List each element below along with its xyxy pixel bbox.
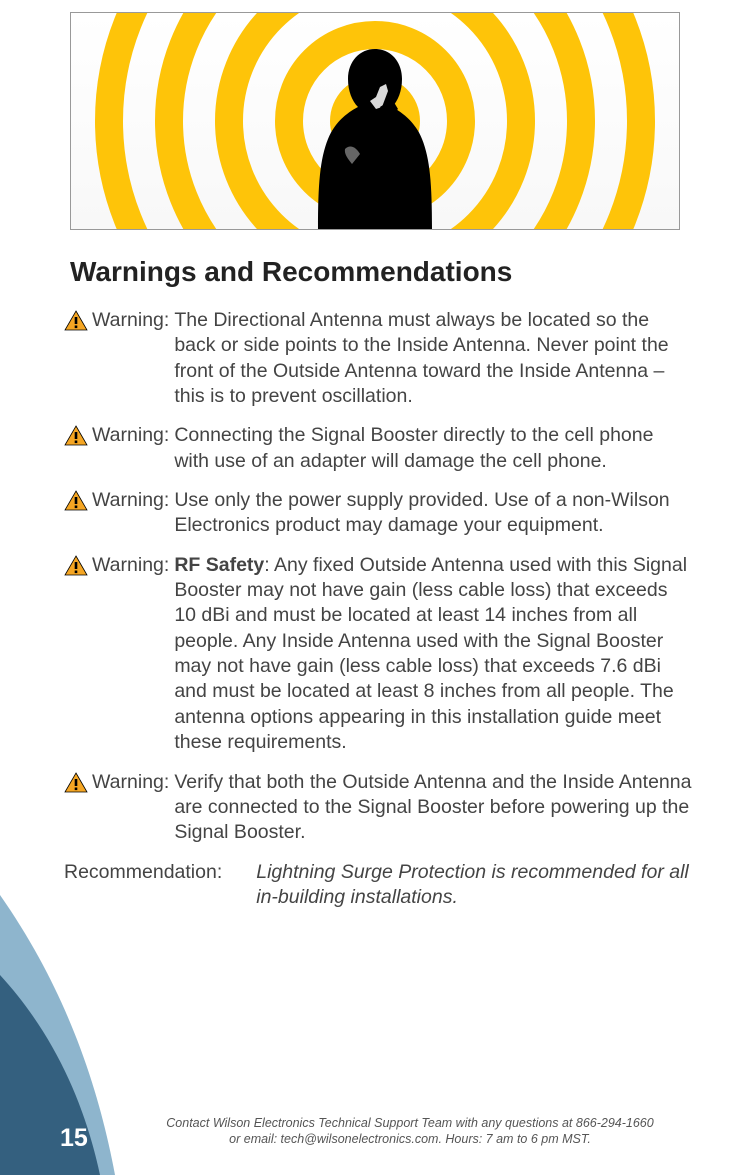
hero-image [70,12,680,230]
warning-item: Warning: Use only the power supply provi… [64,488,692,539]
warning-label: Warning: [92,423,169,448]
person-silhouette-icon [280,29,470,229]
warning-label: Warning: [92,553,169,578]
warning-text: Use only the power supply provided. Use … [174,488,692,539]
corner-decoration [0,895,240,1175]
warning-item: Warning: Connecting the Signal Booster d… [64,423,692,474]
page-heading: Warnings and Recommendations [70,256,680,288]
page-number: 15 [60,1124,88,1153]
warning-item: Warning: The Directional Antenna must al… [64,308,692,409]
warning-triangle-icon [64,555,88,577]
warning-label: Warning: [92,488,169,513]
warning-text: The Directional Antenna must always be l… [174,308,692,409]
warning-text: RF Safety: Any fixed Outside Antenna use… [174,553,692,756]
warning-item: Warning: Verify that both the Outside An… [64,770,692,846]
warning-label: Warning: [92,770,169,795]
warning-triangle-icon [64,772,88,794]
warning-triangle-icon [64,425,88,447]
recommendation-text: Lightning Surge Protection is recommende… [256,860,692,911]
warning-text: Verify that both the Outside Antenna and… [174,770,692,846]
warning-triangle-icon [64,310,88,332]
warning-item: Warning: RF Safety: Any fixed Outside An… [64,553,692,756]
warning-label: Warning: [92,308,169,333]
warnings-list: Warning: The Directional Antenna must al… [64,308,692,846]
warning-triangle-icon [64,490,88,512]
warning-text: Connecting the Signal Booster directly t… [174,423,692,474]
